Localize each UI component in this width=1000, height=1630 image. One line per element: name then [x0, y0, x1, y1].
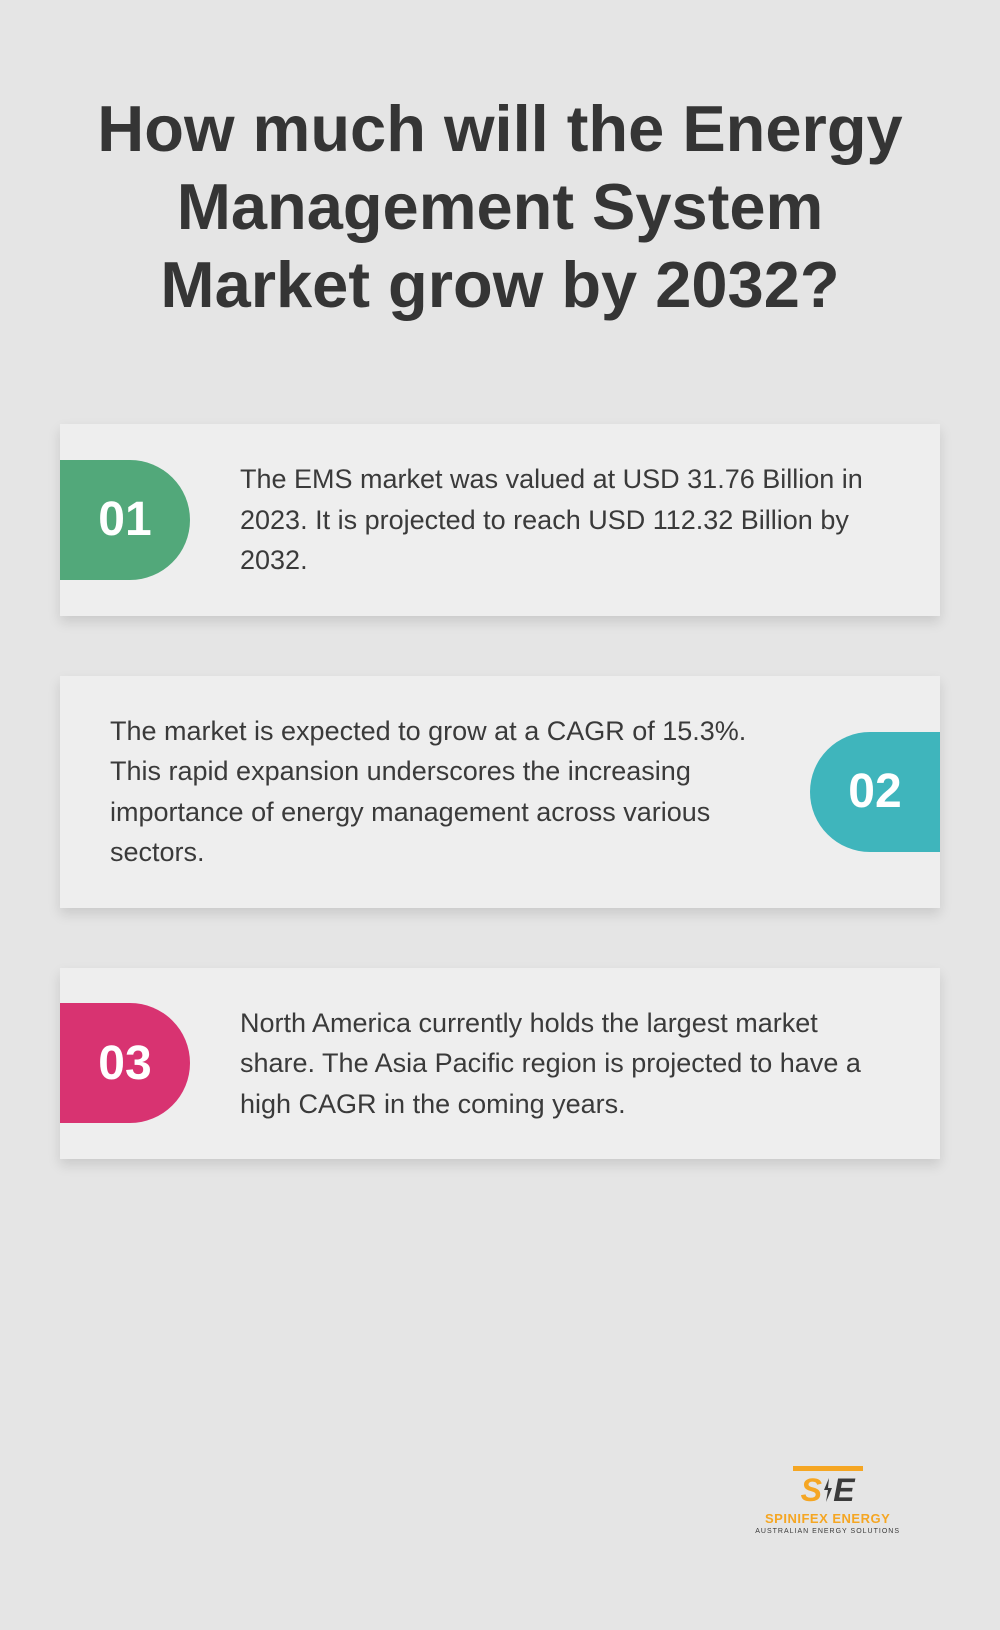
logo-mark: S E: [793, 1466, 863, 1506]
badge-number-2: 02: [848, 764, 901, 819]
card-badge-3: 03: [60, 1003, 190, 1123]
logo-accent-line: [793, 1466, 863, 1471]
card-badge-1: 01: [60, 460, 190, 580]
card-text-1: The EMS market was valued at USD 31.76 B…: [240, 459, 890, 581]
card-badge-2: 02: [810, 732, 940, 852]
bolt-icon: [822, 1478, 834, 1502]
badge-number-1: 01: [98, 492, 151, 547]
card-text-2: The market is expected to grow at a CAGR…: [110, 711, 760, 873]
info-card-3: 03 North America currently holds the lar…: [60, 968, 940, 1160]
badge-number-3: 03: [98, 1036, 151, 1091]
logo-letter-s: S: [801, 1474, 822, 1506]
page-title: How much will the Energy Management Syst…: [60, 90, 940, 324]
brand-logo: S E SPINIFEX ENERGY AUSTRALIAN ENERGY SO…: [755, 1466, 900, 1535]
logo-brand-name: SPINIFEX ENERGY: [755, 1511, 900, 1526]
card-text-3: North America currently holds the larges…: [240, 1003, 890, 1125]
logo-letter-e: E: [833, 1474, 854, 1506]
info-card-1: 01 The EMS market was valued at USD 31.7…: [60, 424, 940, 616]
info-card-2: The market is expected to grow at a CAGR…: [60, 676, 940, 908]
logo-tagline: AUSTRALIAN ENERGY SOLUTIONS: [755, 1528, 900, 1535]
